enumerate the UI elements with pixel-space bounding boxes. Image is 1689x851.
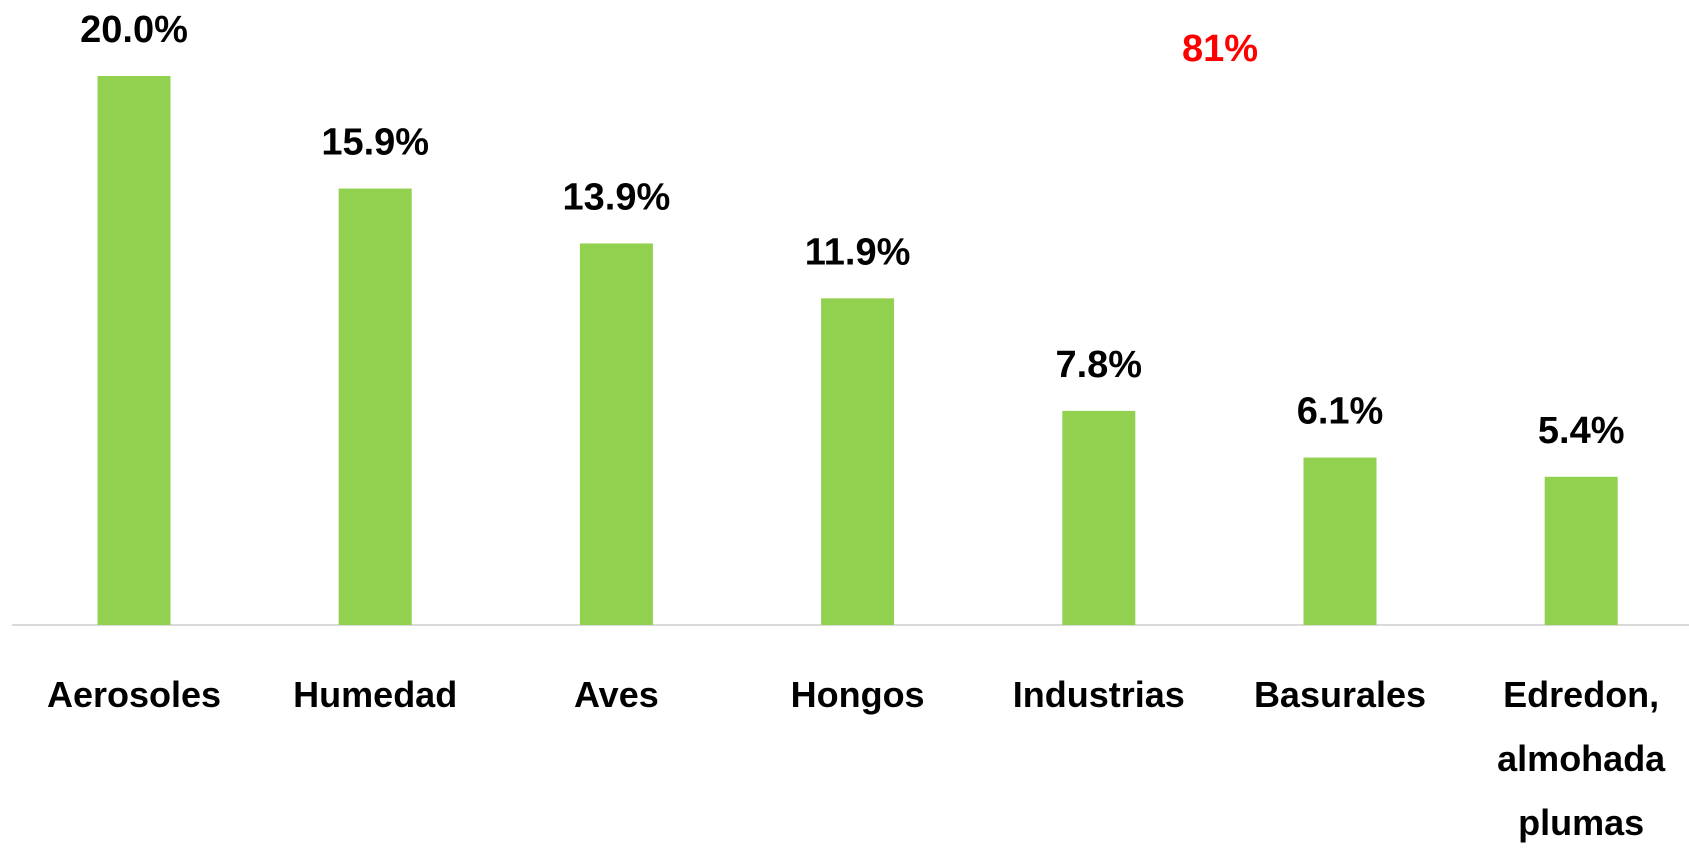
x-tick-label: Basurales (1253, 674, 1427, 715)
bar (97, 76, 171, 625)
x-tick-label: Edredon, almohada plumas (1497, 674, 1666, 843)
data-label: 13.9% (563, 176, 671, 218)
bar (338, 188, 412, 626)
bar (1062, 410, 1136, 625)
x-tick-label: Hongos (790, 674, 925, 715)
bar (1544, 476, 1618, 625)
data-label: 11.9% (805, 231, 911, 273)
data-label: 7.8% (1055, 344, 1142, 386)
data-label: 6.1% (1297, 391, 1384, 433)
bar (821, 298, 895, 625)
bar (579, 243, 653, 625)
data-label: 20.0% (80, 9, 188, 51)
x-tick-label: Aves (574, 674, 659, 715)
annotation: 81% (1182, 28, 1258, 70)
data-label: 15.9% (321, 122, 429, 164)
data-label: 5.4% (1538, 410, 1625, 452)
x-tick-label: Humedad (293, 674, 458, 715)
x-tick-label: Industrias (1012, 674, 1185, 715)
bar (1303, 457, 1377, 625)
x-tick-label: Aerosoles (46, 674, 222, 715)
